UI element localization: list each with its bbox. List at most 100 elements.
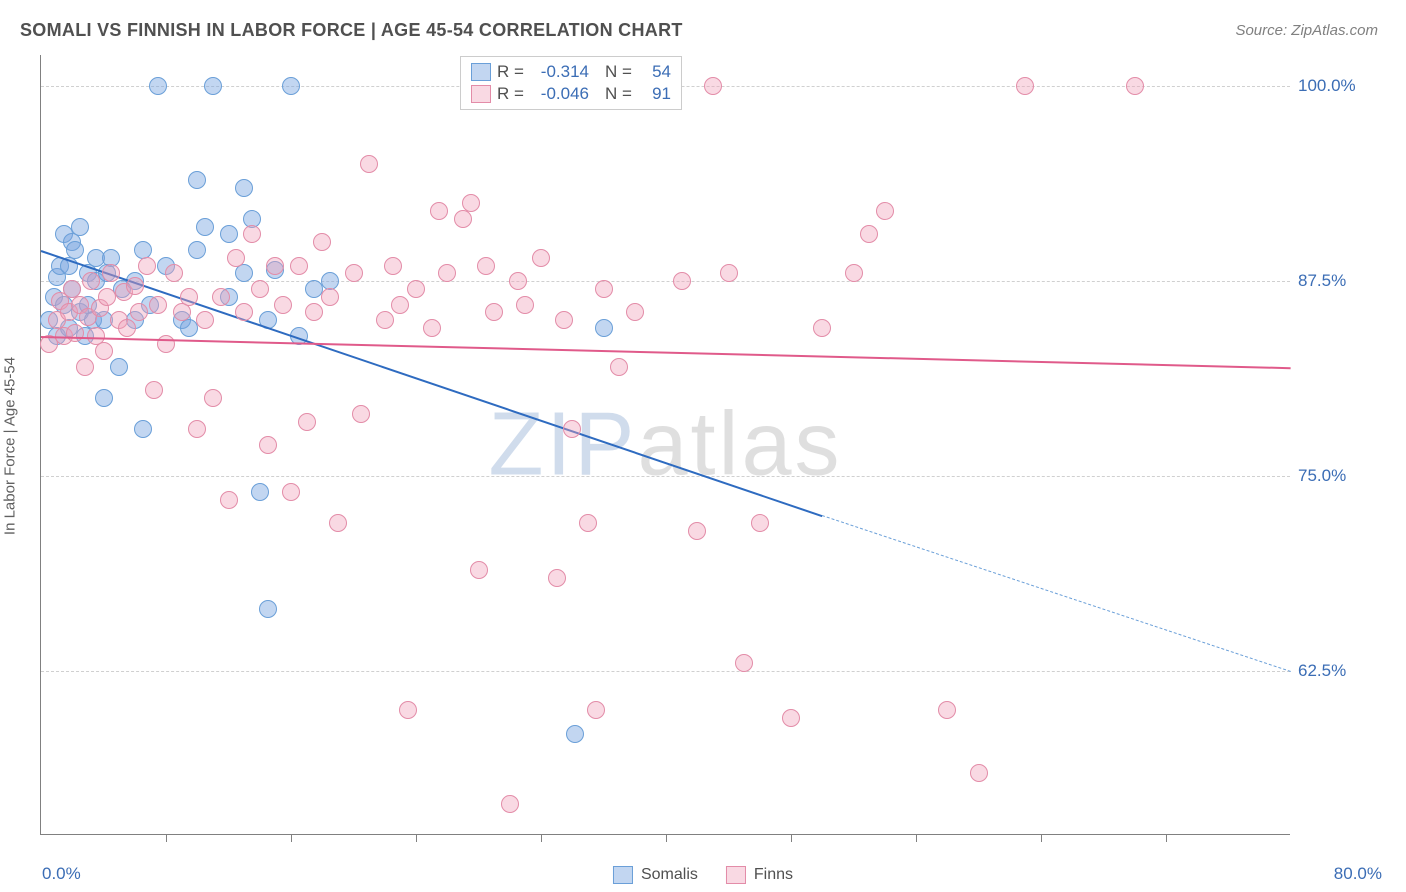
scatter-point: [235, 179, 253, 197]
scatter-point: [282, 77, 300, 95]
x-tick: [416, 834, 417, 842]
scatter-point: [149, 77, 167, 95]
legend-n-label: N =: [605, 84, 635, 104]
scatter-point: [407, 280, 425, 298]
scatter-point: [555, 311, 573, 329]
scatter-point: [76, 358, 94, 376]
scatter-point: [149, 296, 167, 314]
scatter-point: [66, 241, 84, 259]
scatter-point: [938, 701, 956, 719]
legend-swatch: [471, 85, 491, 103]
scatter-point: [251, 483, 269, 501]
gridline: [41, 281, 1290, 282]
chart-source: Source: ZipAtlas.com: [1235, 22, 1378, 39]
scatter-point: [587, 701, 605, 719]
scatter-point: [399, 701, 417, 719]
scatter-point: [290, 257, 308, 275]
scatter-point: [259, 600, 277, 618]
scatter-point: [138, 257, 156, 275]
y-tick-label: 100.0%: [1298, 76, 1376, 96]
legend-n-value: 91: [641, 84, 671, 104]
scatter-point: [204, 77, 222, 95]
scatter-point: [376, 311, 394, 329]
legend-n-label: N =: [605, 62, 635, 82]
scatter-point: [845, 264, 863, 282]
scatter-point: [384, 257, 402, 275]
scatter-point: [485, 303, 503, 321]
scatter-point: [626, 303, 644, 321]
scatter-point: [673, 272, 691, 290]
legend-swatch: [471, 63, 491, 81]
x-axis-min-label: 0.0%: [42, 864, 81, 884]
scatter-point: [165, 264, 183, 282]
y-tick-label: 75.0%: [1298, 466, 1376, 486]
scatter-point: [430, 202, 448, 220]
scatter-point: [532, 249, 550, 267]
scatter-point: [305, 303, 323, 321]
legend-item: Somalis: [613, 866, 698, 884]
scatter-point: [251, 280, 269, 298]
scatter-point: [98, 288, 116, 306]
scatter-point: [95, 342, 113, 360]
scatter-point: [118, 319, 136, 337]
legend-n-value: 54: [641, 62, 671, 82]
scatter-point: [145, 381, 163, 399]
legend-swatch: [613, 866, 633, 884]
watermark: ZIPatlas: [488, 393, 842, 496]
scatter-point: [298, 413, 316, 431]
scatter-point: [688, 522, 706, 540]
scatter-point: [130, 303, 148, 321]
legend-label: Somalis: [641, 866, 698, 884]
watermark-atlas: atlas: [637, 394, 842, 494]
series-legend: Somalis Finns: [613, 866, 793, 884]
trend-line: [41, 336, 1291, 369]
scatter-point: [610, 358, 628, 376]
scatter-point: [566, 725, 584, 743]
scatter-point: [266, 257, 284, 275]
scatter-point: [102, 264, 120, 282]
scatter-point: [282, 483, 300, 501]
scatter-point: [1126, 77, 1144, 95]
gridline: [41, 476, 1290, 477]
scatter-point: [259, 436, 277, 454]
scatter-point: [212, 288, 230, 306]
scatter-point: [720, 264, 738, 282]
scatter-point: [126, 277, 144, 295]
scatter-point: [477, 257, 495, 275]
scatter-point: [329, 514, 347, 532]
x-tick: [1166, 834, 1167, 842]
scatter-point: [782, 709, 800, 727]
scatter-point: [501, 795, 519, 813]
y-axis-label: In Labor Force | Age 45-54: [2, 357, 19, 535]
scatter-point: [235, 303, 253, 321]
scatter-point: [595, 319, 613, 337]
trend-line: [822, 515, 1291, 672]
scatter-point: [235, 264, 253, 282]
x-tick: [916, 834, 917, 842]
legend-r-label: R =: [497, 84, 527, 104]
scatter-point: [595, 280, 613, 298]
scatter-point: [188, 241, 206, 259]
scatter-point: [548, 569, 566, 587]
y-tick-label: 87.5%: [1298, 271, 1376, 291]
legend-item: Finns: [726, 866, 793, 884]
scatter-point: [360, 155, 378, 173]
scatter-point: [274, 296, 292, 314]
scatter-point: [1016, 77, 1034, 95]
scatter-point: [196, 218, 214, 236]
x-tick: [666, 834, 667, 842]
scatter-point: [204, 389, 222, 407]
chart-title: SOMALI VS FINNISH IN LABOR FORCE | AGE 4…: [20, 20, 683, 41]
scatter-point: [860, 225, 878, 243]
x-tick: [1041, 834, 1042, 842]
scatter-point: [470, 561, 488, 579]
scatter-point: [313, 233, 331, 251]
scatter-point: [321, 288, 339, 306]
scatter-point: [134, 420, 152, 438]
scatter-point: [196, 311, 214, 329]
scatter-point: [516, 296, 534, 314]
scatter-point: [704, 77, 722, 95]
legend-r-value: -0.314: [533, 62, 589, 82]
scatter-point: [227, 249, 245, 267]
x-axis-max-label: 80.0%: [1334, 864, 1382, 884]
